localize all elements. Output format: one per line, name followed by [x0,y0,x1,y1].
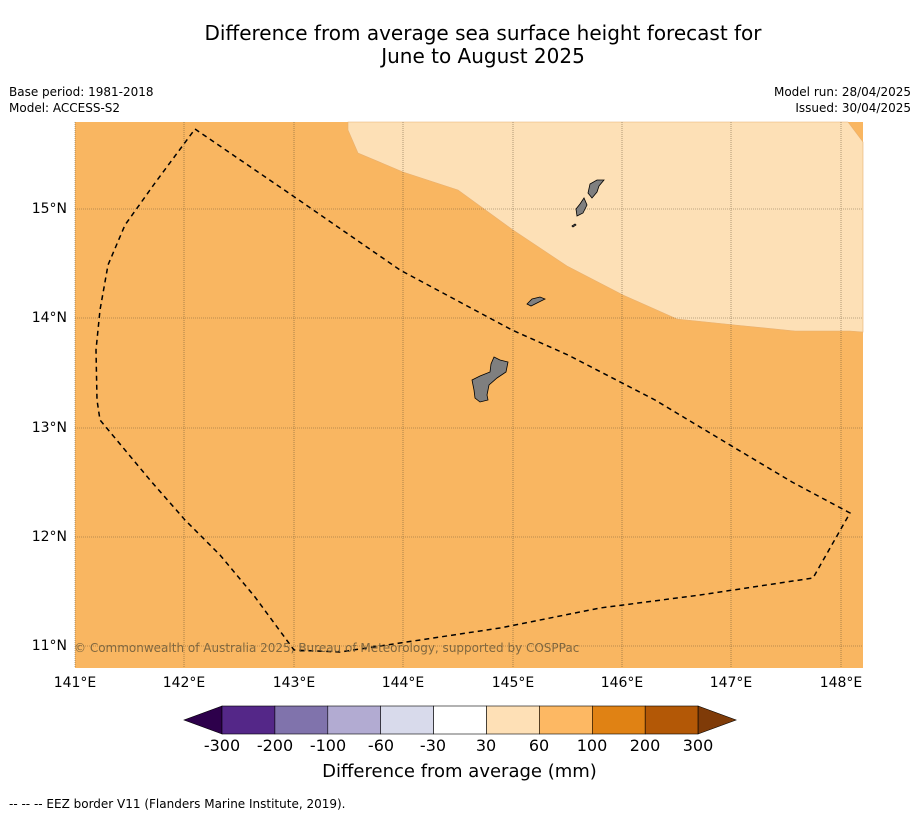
lat-label: 12°N [31,529,67,545]
colorbar [183,705,737,735]
lon-label: 147°E [709,675,753,691]
island-aguijan [571,223,577,228]
island-guam [471,356,509,403]
colorbar-tick-label: 100 [576,736,608,755]
colorbar-tick-label: 300 [682,736,714,755]
island-tinian [575,197,588,217]
lon-label: 141°E [53,675,97,691]
colorbar-extend-right [697,705,737,735]
base-period: Base period: 1981-2018 [9,85,154,99]
copyright-watermark: © Commonwealth of Australia 2025, Bureau… [74,641,580,655]
lat-label: 15°N [31,201,67,217]
colorbar-tick-label: -30 [419,736,447,755]
map-region-30-60 [347,121,864,333]
colorbar-tick-label: -300 [203,736,241,755]
colorbar-segment [274,705,329,735]
lat-label: 14°N [31,310,67,326]
lon-label: 142°E [162,675,206,691]
colorbar-segment [591,705,646,735]
colorbar-extend-left [183,705,223,735]
colorbar-segment [380,705,434,735]
issued-date: Issued: 30/04/2025 [795,101,911,115]
colorbar-tick-label: -200 [256,736,294,755]
title-line-1: Difference from average sea surface heig… [204,21,762,45]
lat-label: 13°N [31,420,67,436]
lon-label: 148°E [819,675,863,691]
colorbar-tick-label: -100 [309,736,347,755]
meta-right: Model run: 28/04/2025 Issued: 30/04/2025 [774,84,911,116]
lat-label: 11°N [31,638,67,654]
colorbar-segment [644,705,699,735]
chart-title: Difference from average sea surface heig… [0,22,919,68]
title-line-2: June to August 2025 [381,44,585,68]
eez-border [95,127,852,653]
colorbar-segment [327,705,381,735]
gridlines [74,122,863,668]
meta-left: Base period: 1981-2018 Model: ACCESS-S2 [9,84,154,116]
colorbar-tick-label: 200 [629,736,661,755]
colorbar-labels: -300 -200 -100 -60 -30 30 60 100 200 300 [0,736,919,756]
colorbar-segment [539,705,593,735]
model-run: Model run: 28/04/2025 [773,85,911,99]
colorbar-segment [221,705,276,735]
footnote-eez: -- -- -- EEZ border V11 (Flanders Marine… [9,797,346,811]
colorbar-tick-label: 60 [528,736,550,755]
land-islands [471,179,605,403]
colorbar-title: Difference from average (mm) [322,761,597,782]
lon-label: 143°E [272,675,316,691]
colorbar-tick-label: 30 [475,736,497,755]
colorbar-tick-label: -60 [367,736,395,755]
island-saipan [587,179,605,199]
lon-label: 146°E [600,675,644,691]
lon-label: 145°E [491,675,535,691]
colorbar-segment [486,705,540,735]
model-name: Model: ACCESS-S2 [9,101,121,115]
lon-label: 144°E [381,675,425,691]
island-rota [526,296,546,307]
colorbar-segment [433,705,487,735]
